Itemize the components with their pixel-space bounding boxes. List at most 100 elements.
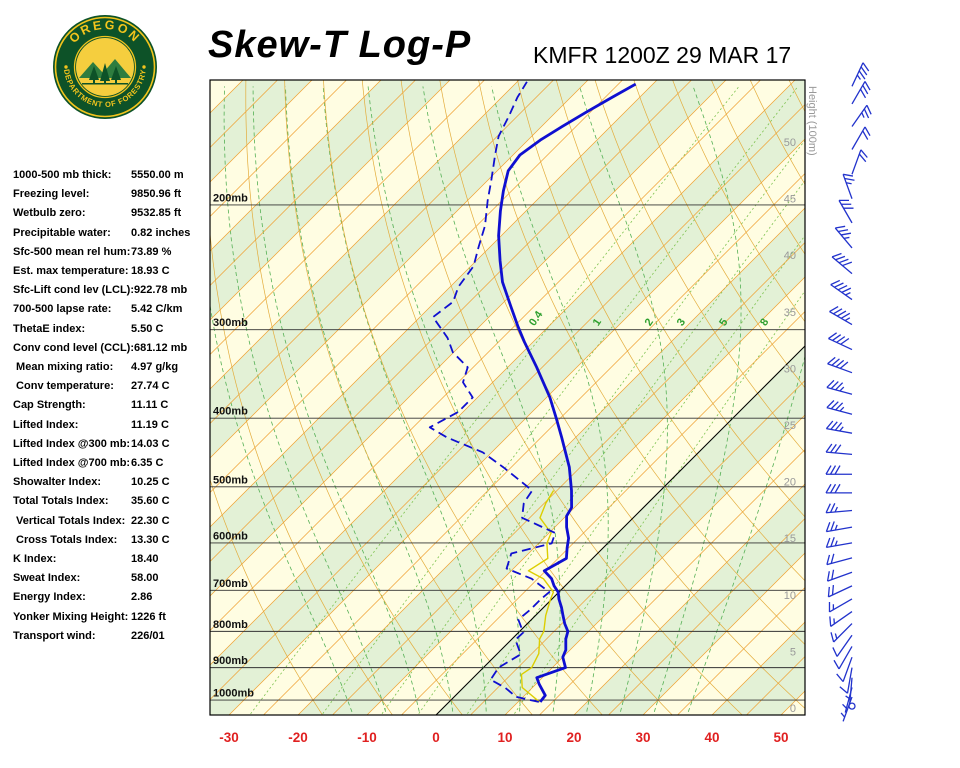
index-label: ThetaE index: [13,322,86,335]
index-value: 6.35 C [131,457,164,470]
index-row: Total Totals Index: 35.60 C [13,492,213,511]
index-row: Sfc-Lift cond lev (LCL): 922.78 mb [13,281,213,300]
height-tick-label: 20 [784,477,796,489]
logo-inner-ring [73,35,137,99]
wind-barb [842,173,855,199]
height-tick-label: 35 [784,307,796,319]
index-label: Conv temperature: [13,380,114,393]
index-value: 18.93 C [131,265,170,278]
height-tick-label: 40 [784,250,796,262]
height-tick-label: 10 [784,590,796,602]
station-datetime: KMFR 1200Z 29 MAR 17 [533,42,792,68]
wind-barb [829,611,853,627]
index-label: Est. max temperature: [13,265,129,278]
wind-barb [851,104,872,127]
index-value: 9532.85 ft [131,207,182,220]
index-label: Precipitable water: [13,226,111,239]
index-label: Wetbulb zero: [13,207,86,220]
index-value: 0.82 inches [131,226,191,239]
index-label: Yonker Mixing Height: [13,610,129,623]
wind-barb [825,521,853,533]
wind-barb [828,332,853,351]
isotherms [210,80,805,715]
index-label: Energy Index: [13,591,86,604]
index-value: 22.30 C [131,514,170,527]
temp-axis-label: 20 [566,730,581,745]
temp-axis-label: 0 [432,730,440,745]
mixing-ratio-label: 1 [591,317,604,329]
mixing-ratio-label: 5 [717,317,730,329]
height-tick-label: 25 [784,420,796,432]
index-row: ThetaE index: 5.50 C [13,320,213,339]
index-value: 14.03 C [131,437,170,450]
index-row: Conv cond level (CCL): 681.12 mb [13,339,213,358]
index-value: 11.11 C [131,399,169,412]
trees-icon [82,63,128,85]
index-value: 5.50 C [131,322,164,335]
index-value: 11.19 C [131,418,169,431]
index-value: 18.40 [131,553,159,566]
index-label: Lifted Index: [13,418,79,431]
index-value: 9850.96 ft [131,188,182,201]
index-row: K Index: 18.40 [13,550,213,569]
height-tick-label: 5 [790,646,796,658]
wind-barb [826,400,853,415]
logo-star-right [142,65,146,69]
index-label: Vertical Totals Index: [13,514,126,527]
temp-axis-label: 30 [635,730,650,745]
index-value: 681.12 mb [134,341,188,354]
index-row: Lifted Index @700 mb: 6.35 C [13,454,213,473]
index-value: 58.00 [131,572,159,585]
index-row: Yonker Mixing Height: 1226 ft [13,608,213,627]
wind-barb [829,305,853,326]
index-label: Cross Totals Index: [13,533,118,546]
pressure-label: 300mb [213,317,248,329]
index-value: 35.60 C [131,495,170,508]
index-row: Cap Strength: 11.11 C [13,396,213,415]
index-value: 5550.00 m [131,169,184,181]
wind-barb [830,279,853,301]
height-tick-label: 0 [790,703,796,715]
wind-barb [825,420,853,434]
index-label: Conv cond level (CCL): [13,341,135,354]
wind-barb [851,62,870,87]
index-value: 27.74 C [131,380,170,393]
temp-axis-label: 40 [704,730,719,745]
index-value: 1226 ft [131,610,166,623]
wind-barb [834,225,853,249]
index-label: 1000-500 mb thick: [13,169,112,181]
wind-barb [825,483,852,494]
mixing-ratio-label: 3 [675,317,688,329]
index-row: Transport wind: 226/01 [13,627,213,646]
mixing-ratio-label: 8 [758,317,771,329]
wind-barb [831,252,853,275]
wind-barb [838,199,854,224]
mixing-ratio-label: 2 [643,317,656,329]
index-row: Sfc-500 mean rel hum: 73.89 % [13,243,213,262]
index-label: K Index: [13,553,57,566]
odf-logo: OREGON DEPARTMENT OF FORESTRY [52,12,160,124]
index-value: 2.86 [131,591,153,604]
pressure-label: 800mb [213,619,248,631]
height-tick-label: 45 [784,194,796,206]
index-value: 226/01 [131,629,165,642]
index-row: 700-500 lapse rate: 5.42 C/km [13,300,213,319]
index-label: Sfc-Lift cond lev (LCL): [13,284,134,297]
wind-barb [826,379,853,395]
wind-barb [828,598,853,613]
temp-axis-label: -30 [219,730,239,745]
index-label: Freezing level: [13,188,90,201]
wind-barb [851,126,871,150]
index-row: Mean mixing ratio: 4.97 g/kg [13,358,213,377]
index-value: 922.78 mb [134,284,188,297]
wind-barb [832,634,853,657]
index-label: Transport wind: [13,629,96,642]
pressure-label: 1000mb [213,688,254,700]
pressure-gridlines [210,204,805,701]
index-row: Est. max temperature: 18.93 C [13,262,213,281]
index-row: Conv temperature: 27.74 C [13,377,213,396]
temp-axis-label: -10 [357,730,377,745]
height-tick-label: 50 [784,137,796,149]
wind-barb [839,667,853,694]
